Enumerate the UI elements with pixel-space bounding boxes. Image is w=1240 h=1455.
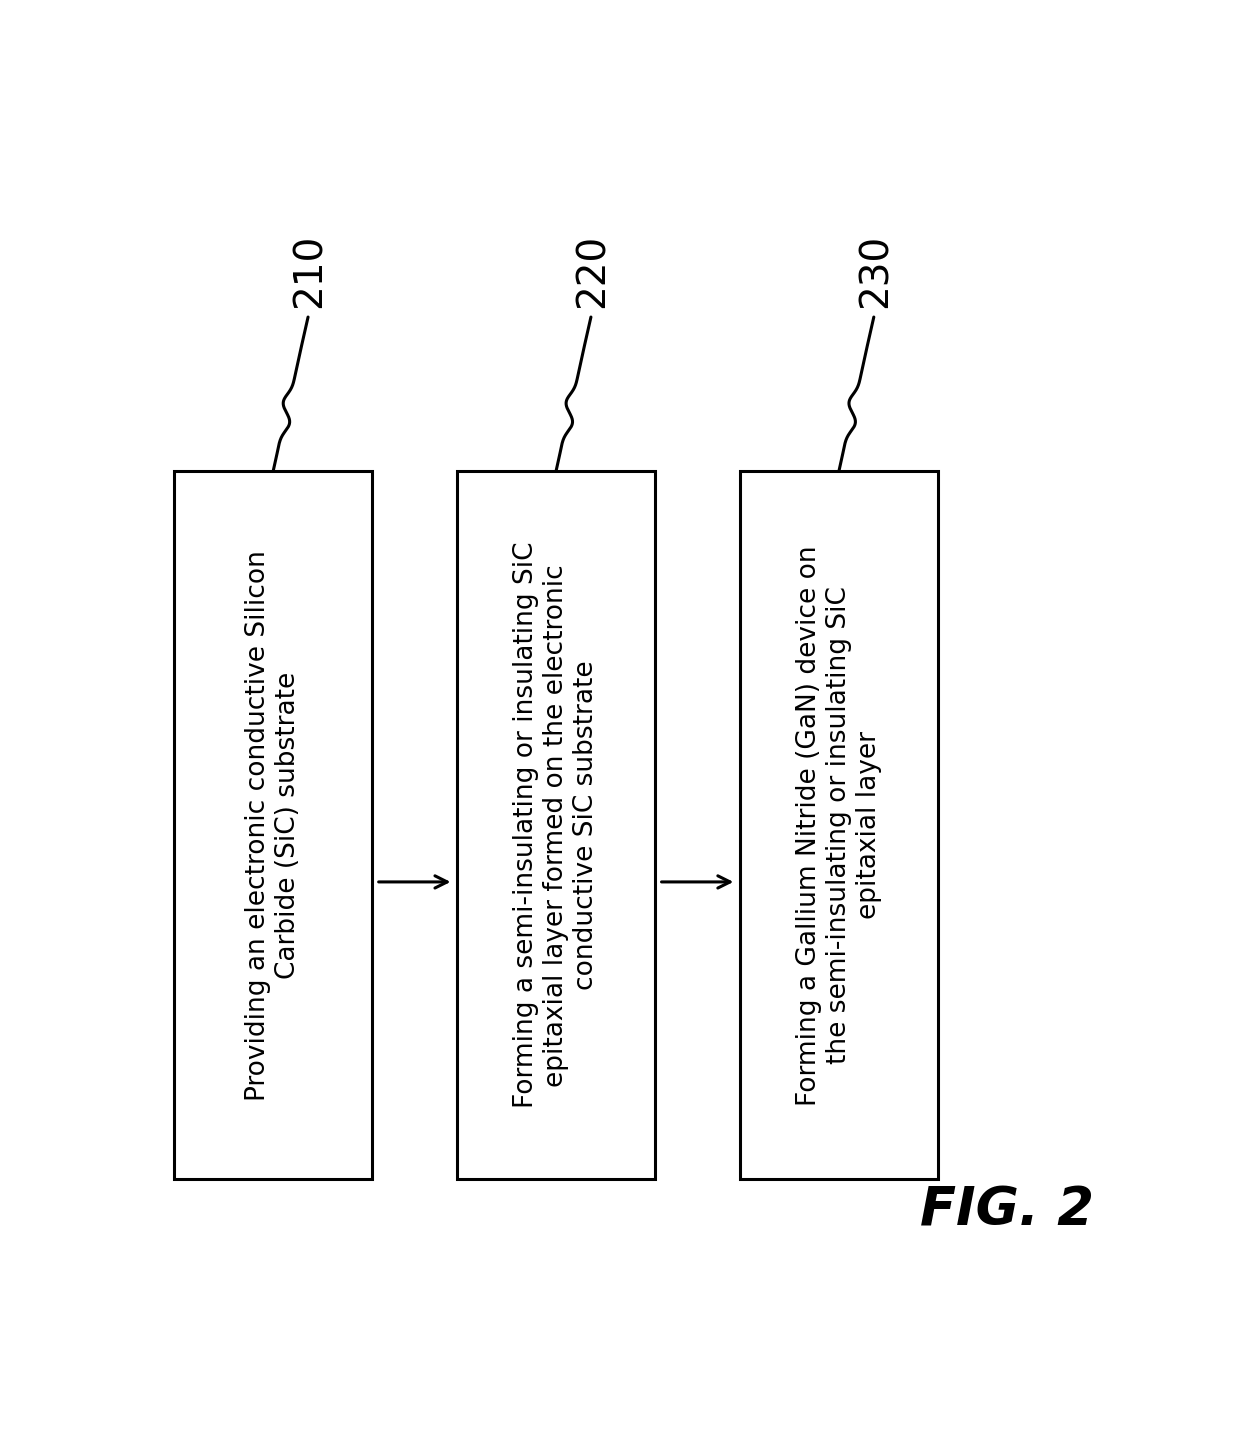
Bar — [740, 471, 937, 1180]
Text: Providing an electronic conductive Silicon
Carbide (SiC) substrate: Providing an electronic conductive Silic… — [246, 550, 301, 1100]
Text: FIG. 2: FIG. 2 — [920, 1184, 1095, 1237]
Text: 210: 210 — [290, 233, 329, 308]
Bar — [175, 471, 372, 1180]
Text: 220: 220 — [573, 234, 611, 308]
Bar — [458, 471, 655, 1180]
Text: Forming a semi-insulating or insulating SiC
epitaxial layer formed on the electr: Forming a semi-insulating or insulating … — [513, 543, 599, 1109]
Text: 230: 230 — [857, 234, 894, 308]
Text: Forming a Gallium Nitride (GaN) device on
the semi-insulating or insulating SiC
: Forming a Gallium Nitride (GaN) device o… — [796, 546, 882, 1106]
